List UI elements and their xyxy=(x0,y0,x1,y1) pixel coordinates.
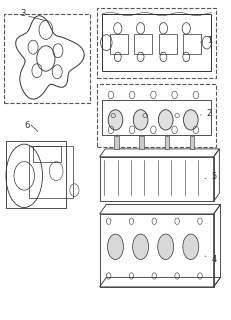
Bar xyxy=(114,136,119,149)
Ellipse shape xyxy=(183,234,199,260)
Bar xyxy=(100,214,214,287)
Circle shape xyxy=(158,110,173,130)
Bar xyxy=(100,157,214,201)
Bar xyxy=(97,8,216,77)
Text: 6: 6 xyxy=(24,121,30,130)
Text: 1: 1 xyxy=(200,36,212,44)
Text: 3: 3 xyxy=(21,9,26,18)
Bar xyxy=(29,146,73,198)
Bar xyxy=(183,34,201,54)
Bar xyxy=(159,34,177,54)
Bar xyxy=(140,136,144,149)
Bar xyxy=(102,100,211,135)
Bar xyxy=(97,84,216,147)
Bar xyxy=(134,34,152,54)
Bar xyxy=(164,136,169,149)
Bar xyxy=(33,146,61,162)
Bar xyxy=(4,14,90,103)
Text: 4: 4 xyxy=(205,254,217,263)
Text: 2: 2 xyxy=(200,108,212,117)
Ellipse shape xyxy=(107,234,124,260)
Circle shape xyxy=(108,110,123,130)
Bar xyxy=(110,34,128,54)
Ellipse shape xyxy=(133,234,149,260)
Bar xyxy=(190,136,194,149)
Circle shape xyxy=(133,110,148,130)
Text: 5: 5 xyxy=(205,172,217,181)
Circle shape xyxy=(183,110,198,130)
Ellipse shape xyxy=(158,234,174,260)
Bar xyxy=(6,141,66,208)
Bar xyxy=(102,14,211,71)
